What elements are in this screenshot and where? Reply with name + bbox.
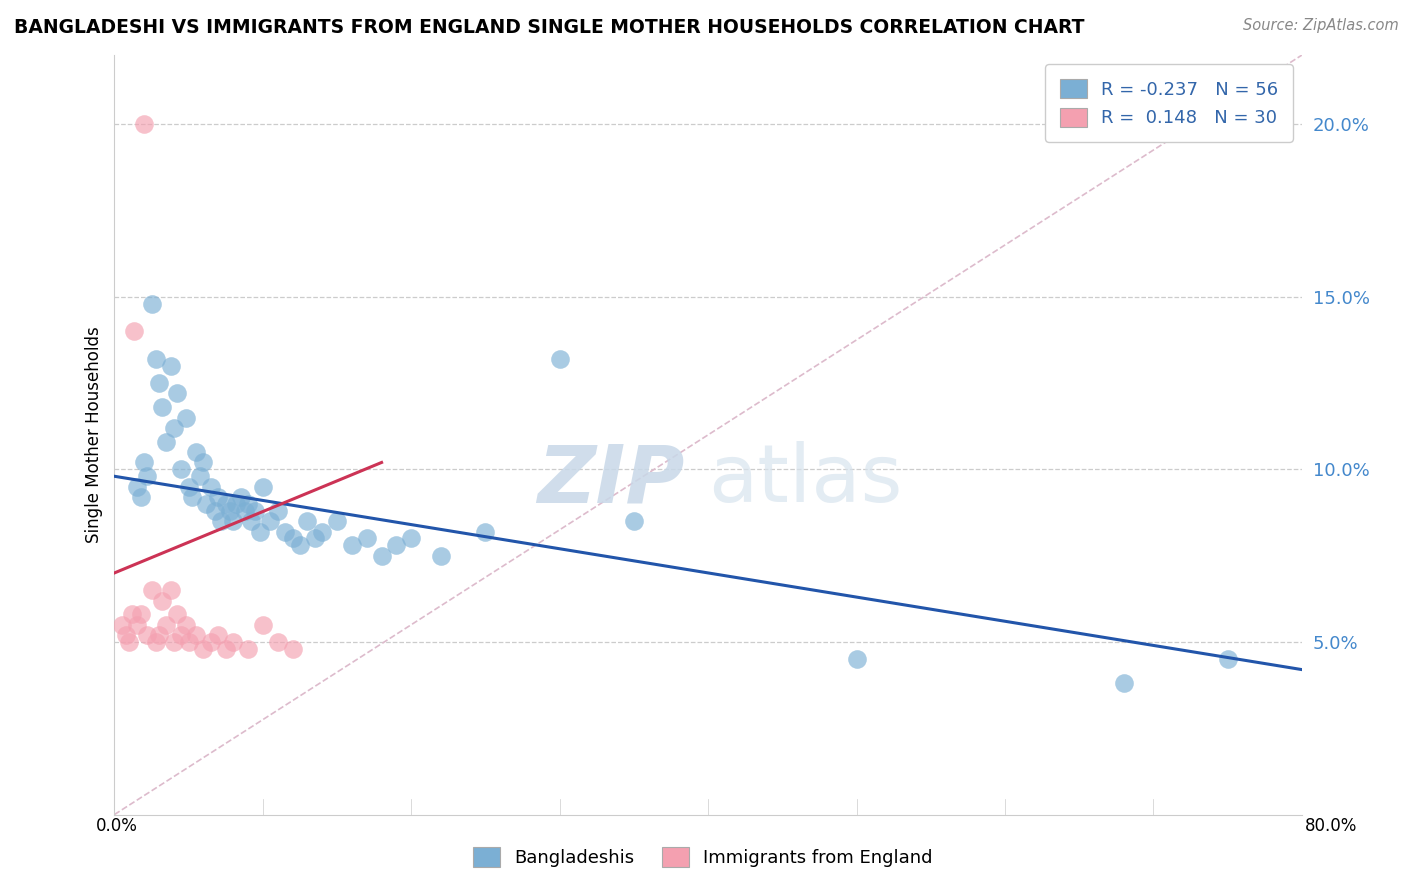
Point	[177, 635, 200, 649]
Point	[207, 628, 229, 642]
Y-axis label: Single Mother Households: Single Mother Households	[86, 326, 103, 543]
Point	[132, 117, 155, 131]
Point	[122, 324, 145, 338]
Point	[111, 617, 134, 632]
Point	[281, 532, 304, 546]
Point	[215, 641, 238, 656]
Point	[141, 583, 163, 598]
Point	[121, 607, 143, 622]
Point	[145, 635, 167, 649]
Point	[170, 628, 193, 642]
Point	[274, 524, 297, 539]
Point	[236, 641, 259, 656]
Point	[430, 549, 453, 563]
Legend: Bangladeshis, Immigrants from England: Bangladeshis, Immigrants from England	[465, 839, 941, 874]
Point	[385, 538, 408, 552]
Point	[225, 497, 247, 511]
Point	[155, 617, 177, 632]
Point	[252, 617, 274, 632]
Point	[148, 628, 170, 642]
Point	[155, 434, 177, 449]
Point	[193, 455, 215, 469]
Point	[326, 514, 349, 528]
Point	[200, 480, 222, 494]
Text: Source: ZipAtlas.com: Source: ZipAtlas.com	[1243, 18, 1399, 33]
Point	[623, 514, 645, 528]
Point	[163, 635, 186, 649]
Point	[266, 504, 288, 518]
Point	[180, 490, 202, 504]
Point	[204, 504, 226, 518]
Point	[1112, 676, 1135, 690]
Point	[174, 410, 197, 425]
Text: BANGLADESHI VS IMMIGRANTS FROM ENGLAND SINGLE MOTHER HOUSEHOLDS CORRELATION CHAR: BANGLADESHI VS IMMIGRANTS FROM ENGLAND S…	[14, 18, 1084, 37]
Point	[177, 480, 200, 494]
Point	[115, 628, 138, 642]
Legend: R = -0.237   N = 56, R =  0.148   N = 30: R = -0.237 N = 56, R = 0.148 N = 30	[1045, 64, 1292, 142]
Point	[166, 386, 188, 401]
Point	[236, 497, 259, 511]
Point	[159, 583, 181, 598]
Point	[193, 641, 215, 656]
Point	[222, 514, 245, 528]
Point	[249, 524, 271, 539]
Point	[281, 641, 304, 656]
Point	[548, 351, 571, 366]
Point	[340, 538, 363, 552]
Point	[159, 359, 181, 373]
Point	[195, 497, 218, 511]
Point	[207, 490, 229, 504]
Point	[118, 635, 141, 649]
Point	[259, 514, 281, 528]
Point	[1216, 652, 1239, 666]
Point	[141, 296, 163, 310]
Point	[200, 635, 222, 649]
Point	[125, 617, 148, 632]
Text: atlas: atlas	[709, 442, 903, 519]
Point	[129, 607, 152, 622]
Point	[163, 421, 186, 435]
Point	[129, 490, 152, 504]
Point	[288, 538, 311, 552]
Point	[125, 480, 148, 494]
Point	[474, 524, 496, 539]
Point	[150, 593, 173, 607]
Point	[136, 628, 159, 642]
Point	[148, 376, 170, 390]
Point	[252, 480, 274, 494]
Point	[174, 617, 197, 632]
Point	[219, 504, 242, 518]
Point	[311, 524, 333, 539]
Point	[233, 504, 256, 518]
Point	[184, 628, 207, 642]
Text: 80.0%: 80.0%	[1305, 817, 1357, 835]
Point	[356, 532, 378, 546]
Point	[245, 504, 267, 518]
Point	[150, 401, 173, 415]
Point	[190, 469, 212, 483]
Point	[209, 514, 232, 528]
Point	[136, 469, 159, 483]
Point	[215, 497, 238, 511]
Text: 0.0%: 0.0%	[96, 817, 138, 835]
Point	[166, 607, 188, 622]
Point	[304, 532, 326, 546]
Point	[222, 635, 245, 649]
Text: ZIP: ZIP	[537, 442, 685, 519]
Point	[845, 652, 868, 666]
Point	[401, 532, 423, 546]
Point	[370, 549, 392, 563]
Point	[184, 445, 207, 459]
Point	[145, 351, 167, 366]
Point	[229, 490, 252, 504]
Point	[132, 455, 155, 469]
Point	[239, 514, 262, 528]
Point	[170, 462, 193, 476]
Point	[297, 514, 319, 528]
Point	[266, 635, 288, 649]
